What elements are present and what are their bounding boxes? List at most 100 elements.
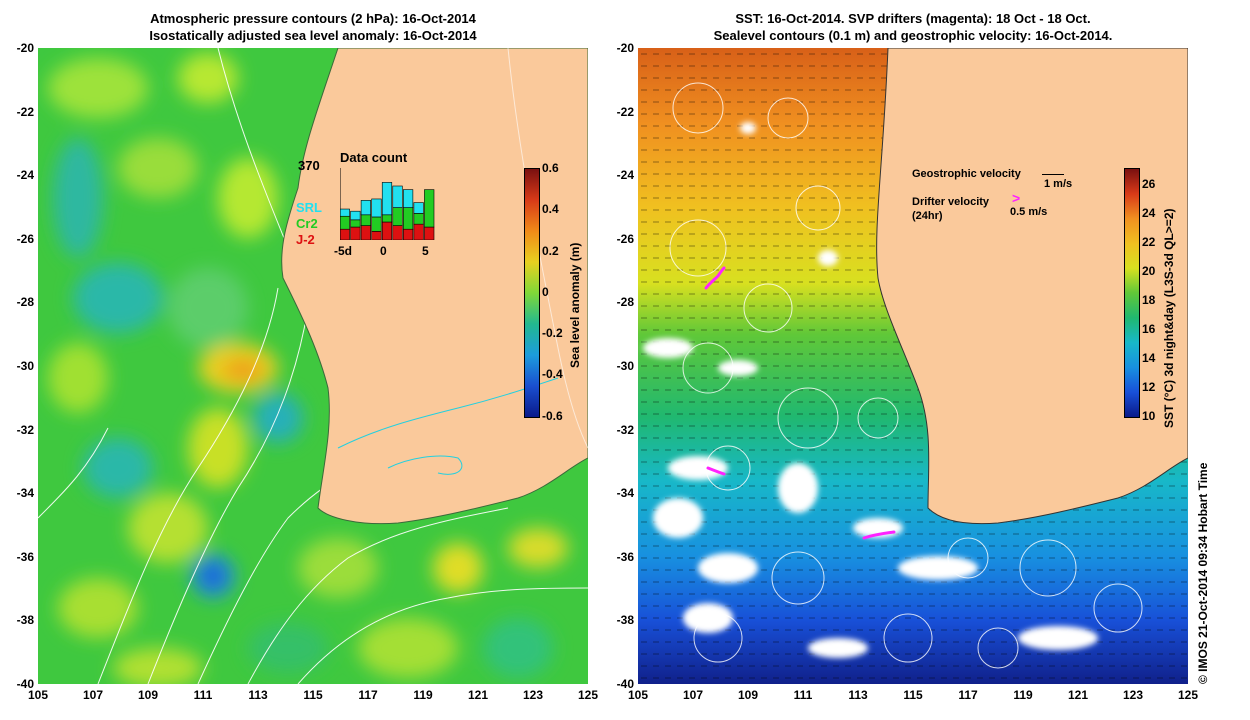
y-tick: -20 [616,41,634,55]
x-tick: 105 [27,688,49,702]
y-tick: -22 [16,104,34,119]
y-tick: -22 [616,104,634,119]
x-tick: 119 [413,688,433,702]
inset-bar-srl [371,198,382,218]
inset-xtick-2: 5 [422,244,429,258]
sst-colorbar-label: SST (°C) 3d night&day (L3S-3d QL>=2) [1162,208,1176,429]
inset-bar-srl [340,208,350,217]
x-tick: 109 [737,688,759,702]
x-tick: 111 [193,688,213,702]
x-tick: 125 [577,688,599,702]
y-tick: -40 [616,677,634,691]
sla-tick-3: 0 [542,285,549,299]
left-title-line1: Atmospheric pressure contours (2 hPa): 1… [150,11,476,26]
inset-xtick-1: 0 [380,244,387,258]
inset-max-label: 370 [298,158,320,173]
inset-bar-cr2 [381,214,393,223]
inset-bar-j2 [381,221,393,240]
inset-bar-cr2 [413,213,424,225]
inset-bar-cr2 [403,207,414,230]
x-tick: 107 [682,688,704,702]
sla-tick-0: 0.6 [542,161,559,175]
x-tick: 113 [248,688,268,702]
sst-tick-4: 18 [1142,293,1156,307]
left-title: Atmospheric pressure contours (2 hPa): 1… [38,10,588,44]
y-tick: -36 [616,549,634,564]
y-tick: -32 [16,422,34,437]
y-tick: -36 [16,549,34,564]
drifter-velocity-label: Drifter velocity [912,196,990,208]
x-tick: 125 [1177,688,1199,702]
y-tick: -40 [16,677,34,691]
sst-tick-2: 22 [1142,235,1156,249]
inset-bar-j2 [360,225,371,240]
sst-tick-8: 10 [1142,409,1156,423]
sla-tick-6: -0.6 [542,409,563,423]
mission-j2: J-2 [296,232,315,247]
inset-bar-j2 [350,226,361,240]
sea-level-colorbar [524,168,540,418]
y-tick: -24 [16,168,34,183]
sst-colorbar [1124,168,1140,418]
x-tick: 117 [958,688,978,702]
inset-bar-cr2 [371,216,382,232]
inset-bar-srl [360,200,371,216]
y-tick: -32 [616,422,634,437]
right-title-line1: SST: 16-Oct-2014. SVP drifters (magenta)… [735,11,1091,26]
australia-land [281,48,588,525]
x-tick: 119 [1013,688,1033,702]
sst-tick-1: 24 [1142,206,1156,220]
inset-bar-cr2 [392,207,403,226]
drifter-velocity-marker: > [1012,190,1021,206]
inset-bar-srl [350,210,361,221]
y-tick: -20 [16,41,34,55]
x-tick: 123 [522,688,544,702]
sst-tick-0: 26 [1142,177,1156,191]
sla-colorbar-label: Sea level anomaly (m) [568,242,582,368]
right-title-line2: Sealevel contours (0.1 m) and geostrophi… [713,28,1113,43]
sea-level-map[interactable] [38,48,588,684]
x-tick: 121 [1067,688,1089,702]
y-tick: -34 [16,486,34,501]
inset-bar-srl [392,185,403,208]
australia-land-sst [876,48,1188,525]
sst-tick-5: 16 [1142,322,1156,336]
inset-bar-cr2 [360,214,371,226]
inset-bar-j2 [340,228,350,240]
x-tick: 117 [358,688,378,702]
x-tick: 115 [303,688,323,702]
inset-xtick-0: -5d [334,244,352,258]
x-tick: 123 [1122,688,1144,702]
inset-bar-cr2 [350,219,361,228]
y-tick: -38 [616,613,634,628]
y-tick: -28 [16,295,34,310]
inset-bars [340,168,435,240]
geo-velocity-speed: 1 m/s [1044,178,1073,190]
inset-bar-j2 [424,226,435,240]
left-title-line2: Isostatically adjusted sea level anomaly… [149,28,477,43]
sst-map[interactable] [638,48,1188,684]
drifter-velocity-period: (24hr) [912,210,943,222]
sla-tick-5: -0.4 [542,367,563,381]
sla-tick-4: -0.2 [542,326,563,340]
sla-tick-1: 0.4 [542,202,559,216]
inset-title: Data count [340,150,408,165]
x-tick: 121 [467,688,489,702]
y-tick: -30 [616,359,634,373]
y-tick: -28 [616,295,634,310]
inset-bar-srl [403,189,414,208]
inset-bar-cr2 [424,189,435,228]
y-tick: -34 [616,486,634,501]
x-tick: 111 [793,688,813,702]
right-title: SST: 16-Oct-2014. SVP drifters (magenta)… [638,10,1188,44]
inset-bar-srl [381,182,393,216]
y-tick: -26 [16,231,34,246]
inset-bar-cr2 [340,215,350,230]
inset-bar-j2 [413,223,424,240]
x-tick: 105 [627,688,649,702]
x-tick: 109 [137,688,159,702]
mission-cr2: Cr2 [296,216,318,231]
y-tick: -30 [16,359,34,373]
inset-bar-srl [413,202,424,214]
sst-tick-3: 20 [1142,264,1156,278]
